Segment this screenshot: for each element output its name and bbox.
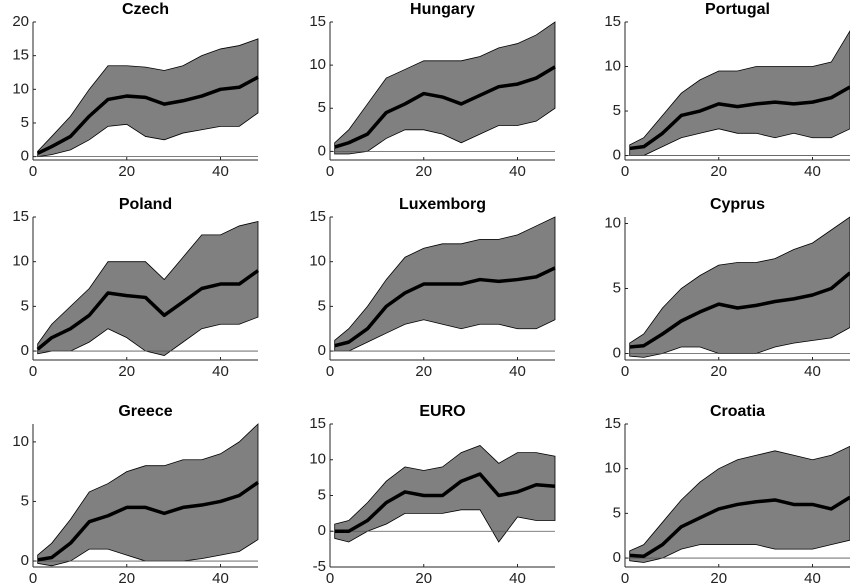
panel: Poland 0 5 10 15 0 20 40: [12, 196, 260, 380]
y-tick-label: 20: [12, 13, 29, 30]
y-tick-label: 10: [12, 433, 29, 450]
confidence-band: [629, 30, 850, 156]
panel-title: Cyprus: [710, 196, 765, 213]
y-tick-label: 5: [21, 492, 29, 509]
y-tick-label: 10: [12, 253, 29, 270]
x-tick-label: 20: [710, 570, 727, 587]
panel-title: Poland: [119, 196, 172, 213]
y-tick-label: 0: [318, 522, 326, 539]
x-tick-label: 0: [326, 363, 334, 380]
y-tick-label: 15: [309, 13, 326, 30]
x-tick-label: 40: [804, 570, 821, 587]
y-tick-label: -5: [313, 558, 326, 575]
panel: Croatia 0 5 10 15 0 20 40: [604, 403, 850, 587]
x-tick-label: 0: [621, 363, 629, 380]
y-tick-label: 0: [21, 148, 29, 165]
x-tick-label: 20: [710, 163, 727, 180]
y-tick-label: 5: [318, 99, 326, 116]
panel: Cyprus 0 5 10 0 20 40: [604, 196, 850, 380]
y-tick-label: 0: [318, 342, 326, 359]
panel-title: Croatia: [710, 403, 765, 420]
median-line: [36, 269, 260, 351]
panel: Luxemborg 0 5 10 15 0 20 40: [309, 196, 556, 380]
x-tick-label: 40: [509, 570, 526, 587]
y-tick-label: 10: [309, 56, 326, 73]
y-tick-label: 0: [318, 142, 326, 159]
y-tick-label: 10: [309, 451, 326, 468]
x-tick-label: 0: [621, 570, 629, 587]
x-tick-label: 40: [212, 570, 229, 587]
y-tick-label: 5: [613, 504, 621, 521]
y-tick-label: 0: [21, 342, 29, 359]
y-tick-label: 10: [604, 460, 621, 477]
y-tick-label: 5: [318, 486, 326, 503]
median-line: [334, 266, 556, 348]
y-tick-label: 15: [12, 208, 29, 225]
y-tick-label: 10: [12, 80, 29, 97]
x-tick-label: 0: [29, 363, 37, 380]
x-tick-label: 40: [804, 163, 821, 180]
y-tick-label: 5: [318, 297, 326, 314]
x-tick-label: 0: [326, 570, 334, 587]
median-line: [37, 480, 260, 562]
panel-title: Luxemborg: [399, 196, 486, 213]
x-tick-label: 40: [212, 163, 229, 180]
median-line: [36, 75, 259, 155]
x-tick-label: 0: [621, 163, 629, 180]
x-tick-label: 0: [29, 163, 37, 180]
x-tick-label: 0: [326, 163, 334, 180]
x-tick-label: 40: [509, 163, 526, 180]
panel-title: EURO: [419, 403, 465, 420]
panel: Portugal 0 5 10 15 0 20 40: [604, 1, 850, 180]
median-line: [629, 85, 850, 151]
panel-title: Greece: [118, 403, 172, 420]
x-tick-label: 20: [415, 363, 432, 380]
x-tick-label: 20: [415, 163, 432, 180]
y-tick-label: 15: [604, 13, 621, 30]
median-line: [334, 65, 556, 149]
panel: Greece 0 5 10 0 20 40: [12, 403, 260, 587]
median-line: [629, 271, 850, 349]
panel: Czech 0 5 10 15 20 0 20 40: [12, 1, 259, 180]
confidence-band: [629, 216, 850, 358]
y-tick-label: 15: [604, 415, 621, 432]
y-tick-label: 5: [21, 297, 29, 314]
panel-title: Portugal: [705, 1, 770, 18]
confidence-band: [37, 423, 259, 567]
y-tick-label: 0: [613, 344, 621, 361]
y-tick-label: 15: [12, 47, 29, 64]
y-tick-label: 10: [309, 253, 326, 270]
y-tick-label: 10: [604, 57, 621, 74]
x-tick-label: 20: [118, 163, 135, 180]
panel-title: Hungary: [410, 1, 475, 18]
y-tick-label: 5: [613, 279, 621, 296]
confidence-band: [334, 21, 556, 155]
x-tick-label: 20: [415, 570, 432, 587]
median-line: [629, 495, 850, 559]
y-tick-label: 5: [613, 102, 621, 119]
median-line: [334, 472, 556, 533]
panel: Hungary 0 5 10 15 0 20 40: [309, 1, 556, 180]
y-tick-label: 0: [613, 549, 621, 566]
x-tick-label: 20: [118, 570, 135, 587]
x-tick-label: 20: [710, 363, 727, 380]
x-tick-label: 40: [509, 363, 526, 380]
panel-title: Czech: [122, 1, 169, 18]
y-tick-label: 10: [604, 214, 621, 231]
x-tick-label: 40: [212, 363, 229, 380]
y-tick-label: 0: [21, 552, 29, 569]
confidence-band: [37, 220, 259, 356]
y-tick-label: 15: [309, 208, 326, 225]
y-tick-label: 0: [613, 147, 621, 164]
y-tick-label: 15: [309, 415, 326, 432]
y-tick-label: 5: [21, 114, 29, 131]
x-tick-label: 20: [118, 363, 135, 380]
x-tick-label: 40: [804, 363, 821, 380]
x-tick-label: 0: [29, 570, 37, 587]
